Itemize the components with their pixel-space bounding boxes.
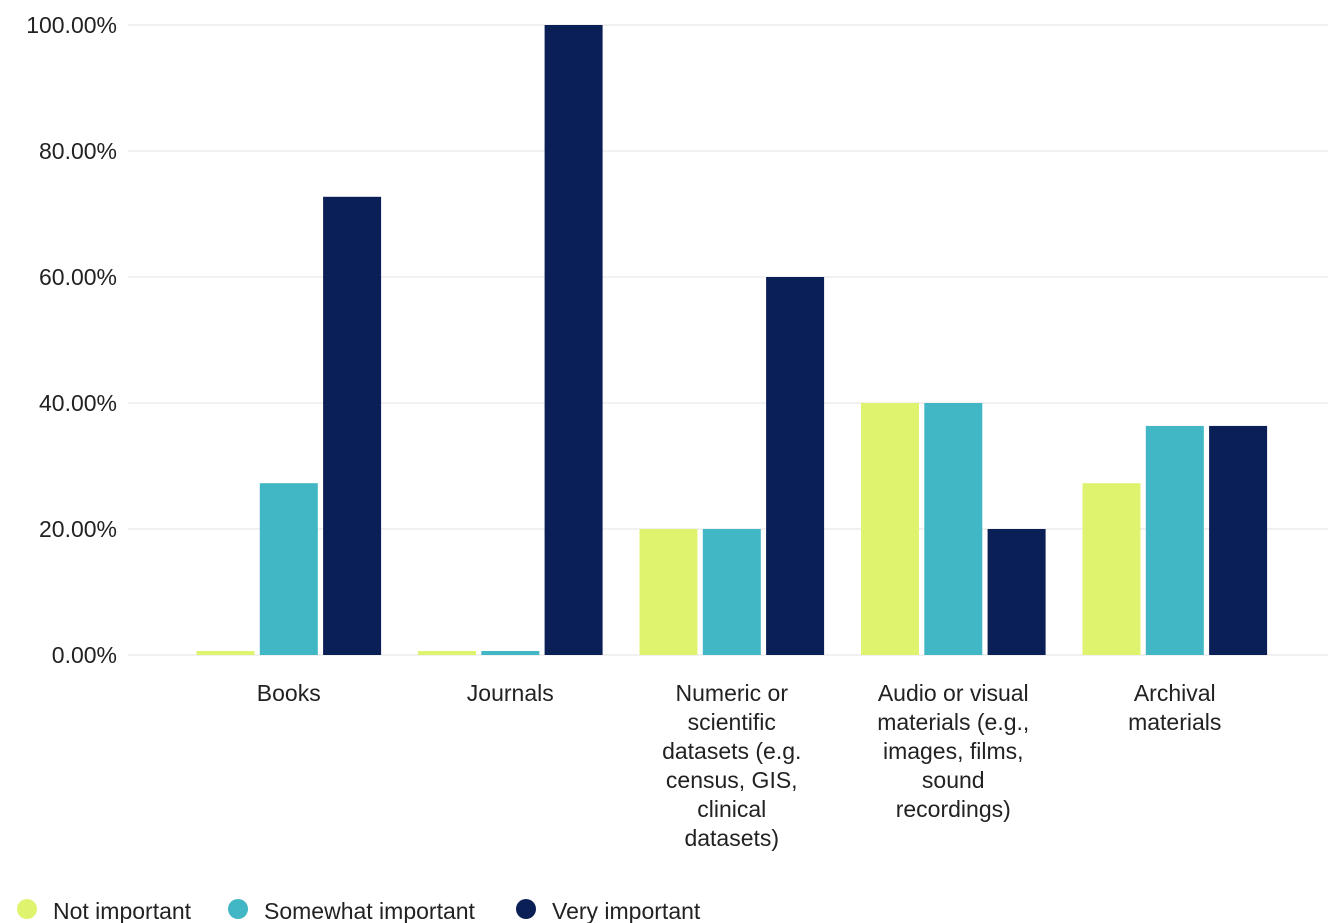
x-tick-label: Journals [467,680,554,706]
x-tick-label: Books [257,680,321,706]
bar [639,529,698,655]
bar-group [1082,425,1268,655]
legend-swatch [516,899,536,919]
legend-item: Somewhat important [228,898,476,923]
bar [924,403,983,655]
bar [1082,483,1141,655]
bar [259,483,318,655]
bar [766,277,825,655]
y-axis-ticks: 0.00% 20.00% 40.00% 60.00% 80.00% 100.00% [26,12,117,668]
legend: Not important Somewhat important Very impo… [17,898,701,923]
x-axis-labels: Books Journals Numeric or scientific dataset… [257,680,1222,851]
legend-swatch [228,899,248,919]
y-tick-label: 60.00% [39,264,117,290]
bar [1145,425,1204,655]
legend-label: Very important [552,898,701,923]
legend-swatch [17,899,37,919]
bar-group [639,277,825,655]
y-tick-label: 0.00% [52,642,117,668]
bar [196,651,255,655]
legend-item: Not important [17,898,192,923]
bar [861,403,919,655]
bar [481,651,540,655]
bar [323,196,382,655]
x-tick-label: Archival materials [1128,680,1221,735]
y-tick-label: 100.00% [26,12,117,38]
x-tick-label: Audio or visual materials (e.g., images, f… [877,680,1029,822]
bar [1209,425,1268,655]
legend-item: Very important [516,898,701,923]
y-tick-label: 20.00% [39,516,117,542]
bar [418,651,476,655]
legend-label: Not important [53,898,192,923]
bar [987,529,1046,655]
bar [702,529,761,655]
y-tick-label: 80.00% [39,138,117,164]
bar-group [418,25,603,655]
bar-group [861,403,1046,655]
bars [196,25,1268,655]
legend-label: Somewhat important [264,898,476,923]
bar-group [196,196,382,655]
y-tick-label: 40.00% [39,390,117,416]
bar [544,25,603,655]
x-tick-label: Numeric or scientific datasets (e.g. census… [662,680,801,851]
